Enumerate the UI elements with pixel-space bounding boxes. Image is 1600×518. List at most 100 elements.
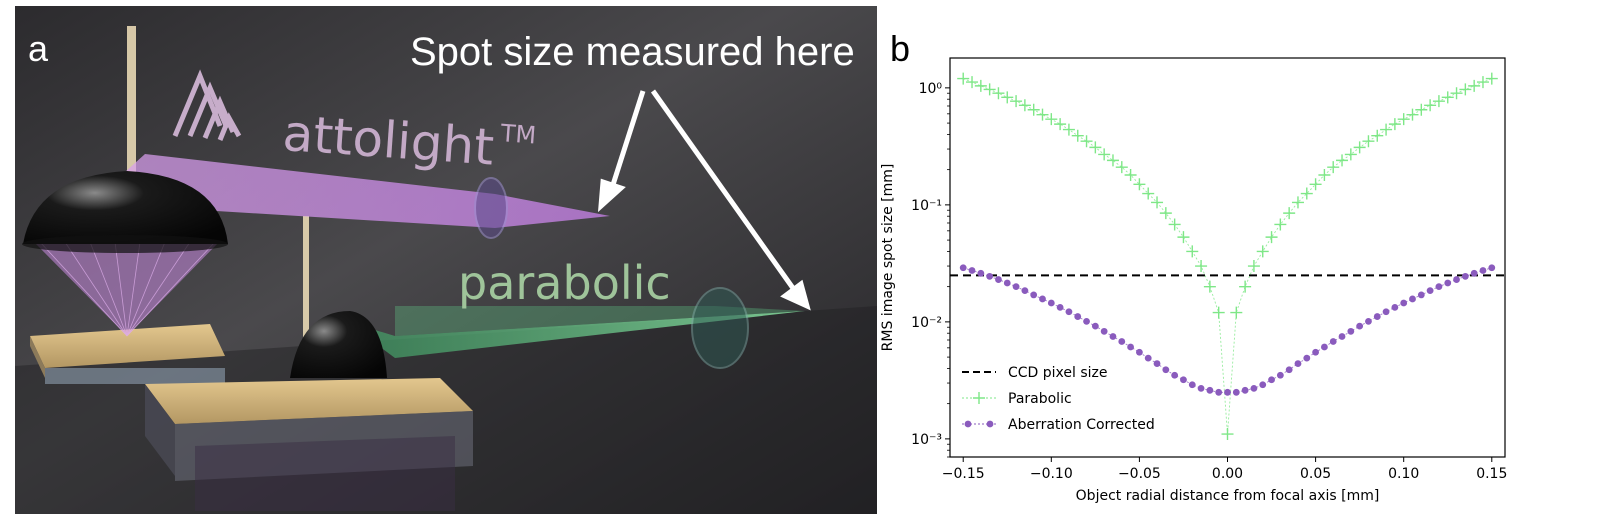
lower-parabolic-mirror	[290, 311, 387, 378]
data-point	[1344, 148, 1357, 161]
data-point	[1232, 388, 1240, 396]
data-point	[1470, 269, 1478, 277]
data-point	[995, 276, 1002, 283]
data-point	[1221, 428, 1234, 441]
data-point	[1441, 91, 1454, 104]
data-point	[1283, 207, 1296, 220]
callout-label: Spot size measured here	[410, 30, 855, 74]
x-tick-label: −0.15	[942, 466, 985, 482]
data-point	[1400, 299, 1408, 307]
data-point	[1312, 348, 1319, 356]
legend-entry: Parabolic	[962, 391, 1072, 407]
panel-letter-a: a	[28, 28, 49, 69]
data-point	[1409, 295, 1416, 303]
data-point	[1397, 113, 1410, 126]
data-point	[1159, 207, 1172, 220]
x-tick-label: 0.15	[1476, 466, 1507, 482]
data-point	[1030, 291, 1038, 299]
data-point	[966, 76, 979, 89]
data-point	[1109, 333, 1117, 340]
data-point	[1476, 76, 1489, 89]
data-point	[1080, 135, 1093, 148]
data-point	[957, 72, 970, 85]
x-tick-label: 0.10	[1388, 466, 1419, 482]
upper-lens	[474, 177, 508, 239]
data-point	[1268, 376, 1275, 384]
data-point	[1056, 303, 1064, 311]
data-point	[1071, 129, 1084, 142]
data-point	[1380, 123, 1393, 136]
data-point	[1106, 154, 1119, 167]
data-point	[1089, 141, 1102, 154]
data-point	[1371, 129, 1384, 142]
lower-stage-side	[145, 384, 175, 476]
lower-lens	[691, 287, 749, 369]
data-point	[1285, 366, 1293, 374]
data-point	[1365, 317, 1372, 325]
upper-parabolic-mirror	[23, 171, 228, 244]
upper-mirror-rim	[22, 235, 228, 253]
data-point	[1247, 260, 1260, 273]
data-point	[1115, 161, 1128, 174]
data-point	[1215, 388, 1223, 396]
data-point	[1083, 317, 1090, 325]
data-point	[1391, 303, 1399, 311]
data-point	[968, 267, 976, 274]
data-point	[1327, 161, 1340, 174]
spot-size-chart: −0.15 −0.10 −0.05 0.00 0.05 0.10 0.15 10⁻³ 10⁻²…	[880, 57, 1507, 504]
data-point	[1168, 218, 1181, 231]
data-point	[1424, 99, 1437, 112]
y-axis-label: RMS image spot size [mm]	[880, 164, 896, 352]
data-point	[1027, 103, 1040, 116]
legend-swatch	[986, 420, 994, 428]
render-illustration: attolight TM	[15, 6, 877, 514]
y-tick-label: 10⁻²	[911, 315, 942, 331]
data-point	[1127, 343, 1134, 351]
plot-area	[950, 72, 1505, 441]
y-tick-label: 10⁰	[919, 81, 943, 97]
data-point	[1001, 91, 1014, 104]
chart-panel: −0.15 −0.10 −0.05 0.00 0.05 0.10 0.15 10⁻³ 10⁻²…	[880, 0, 1600, 518]
data-point	[977, 269, 985, 277]
x-tick-label: −0.05	[1118, 466, 1161, 482]
data-point	[1045, 113, 1058, 126]
upper-sample-stage	[30, 324, 225, 368]
data-point	[974, 79, 987, 92]
data-point	[986, 272, 994, 280]
legend-entry: CCD pixel size	[962, 365, 1108, 381]
y-tick-label: 10⁻¹	[911, 198, 942, 214]
electron-beam-upper	[127, 26, 136, 196]
data-point	[1153, 360, 1161, 367]
data-point	[1444, 279, 1452, 287]
data-point	[1432, 95, 1445, 108]
green-light-beam	[345, 311, 805, 358]
data-point	[1065, 308, 1073, 316]
data-point	[1426, 287, 1434, 295]
callout-arrows	[597, 89, 811, 311]
data-point	[1186, 245, 1199, 258]
legend-swatch	[964, 420, 972, 428]
data-point	[1259, 381, 1267, 389]
purple-rays	[39, 241, 216, 337]
data-point	[1338, 333, 1346, 340]
x-tick-label: 0.00	[1212, 466, 1243, 482]
data-point	[992, 87, 1005, 100]
data-point	[1415, 103, 1428, 116]
data-point	[1329, 338, 1337, 345]
data-point	[1054, 118, 1067, 131]
data-point	[1047, 299, 1055, 307]
data-point	[983, 83, 996, 96]
data-point	[1018, 99, 1031, 112]
data-point	[1294, 360, 1302, 367]
x-axis-label: Object radial distance from focal axis […	[1076, 488, 1380, 504]
legend-label: CCD pixel size	[1008, 365, 1108, 381]
data-point	[1003, 279, 1011, 287]
legend-label: Parabolic	[1008, 391, 1072, 407]
x-axis: −0.15 −0.10 −0.05 0.00 0.05 0.10 0.15	[942, 457, 1507, 482]
data-point	[1309, 178, 1322, 191]
data-point	[1241, 386, 1249, 394]
data-point	[1206, 386, 1214, 394]
data-point	[1118, 338, 1126, 345]
data-point	[1356, 322, 1364, 330]
data-point	[1151, 196, 1164, 209]
